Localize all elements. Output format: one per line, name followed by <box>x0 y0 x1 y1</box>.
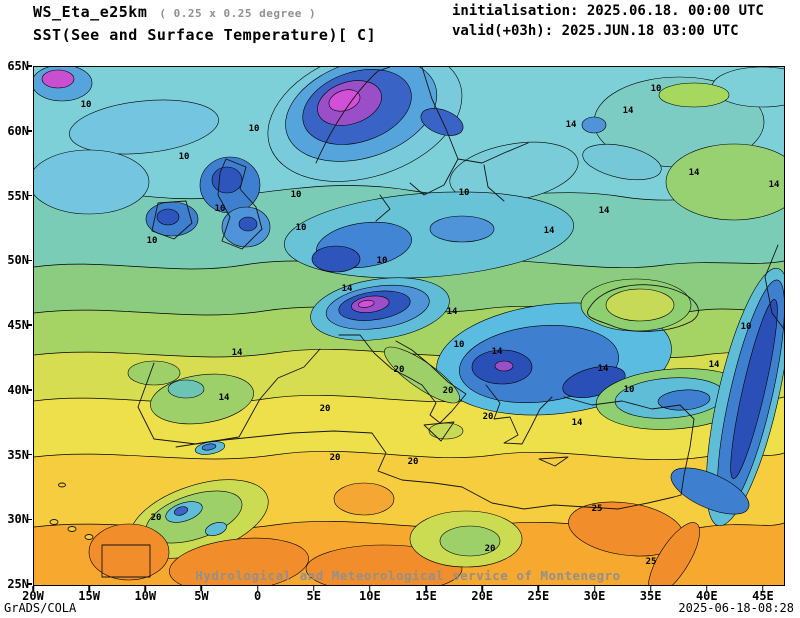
y-tick-label: 55N <box>7 188 29 203</box>
contour-label: 20 <box>151 513 162 523</box>
y-tick-mark <box>27 130 32 132</box>
contour-label: 14 <box>689 168 700 178</box>
y-tick-mark <box>27 389 32 391</box>
x-tick-label: 10W <box>134 589 157 603</box>
x-tick-label: 15E <box>415 589 437 603</box>
header-right: initialisation: 2025.06.18. 00:00 UTC va… <box>452 3 764 43</box>
x-tick-mark <box>762 585 764 591</box>
x-tick-label: 0 <box>253 589 262 603</box>
y-tick-label: 45N <box>7 318 29 332</box>
contour-label: 10 <box>291 190 302 200</box>
contour-label: 14 <box>219 393 230 403</box>
contour-label: 10 <box>249 124 260 134</box>
x-tick-mark <box>481 585 483 591</box>
coastlines <box>49 67 784 578</box>
contour-label: 25 <box>592 504 603 514</box>
y-tick-label: 35N <box>7 447 29 462</box>
x-tick-mark <box>425 585 427 591</box>
contour-label: 14 <box>599 206 610 216</box>
y-tick-mark <box>27 324 32 326</box>
y-tick-label: 25N <box>7 577 29 591</box>
contour-label: 20 <box>485 544 496 554</box>
x-tick-label: 20E <box>471 589 494 603</box>
contour-labels: 10 10 10 10 10 10 10 10 10 10 14 14 14 14 14 14 14 14 14 14… <box>81 84 780 567</box>
x-tick-mark <box>200 585 203 591</box>
x-tick-mark <box>593 585 596 591</box>
contour-label: 20 <box>320 404 331 414</box>
contour-label: 20 <box>443 386 454 396</box>
contour-label: 14 <box>566 120 577 130</box>
contour-label: 14 <box>492 347 503 357</box>
contour-label: 10 <box>459 188 470 198</box>
contour-label: 10 <box>741 322 752 332</box>
y-tick-mark <box>27 518 32 520</box>
x-tick-label: 5E <box>306 589 321 603</box>
variable-title: SST(See and Surface Temperature)[ C] <box>33 26 377 44</box>
contour-label: 10 <box>454 340 465 350</box>
x-tick-label: 40E <box>695 589 718 603</box>
contour-label: 20 <box>408 457 419 467</box>
x-tick-label: 10E <box>359 589 381 603</box>
x-tick-label: 45E <box>752 589 774 603</box>
contour-label: 10 <box>179 152 190 162</box>
contour-label: 10 <box>147 236 158 246</box>
temperature-field <box>34 67 784 585</box>
model-name: WS_Eta_e25km <box>33 3 148 21</box>
contour-label: 10 <box>377 256 388 266</box>
contour-label: 14 <box>623 106 634 116</box>
contour-label: 10 <box>215 204 226 214</box>
y-tick-label: 50N <box>7 253 29 268</box>
initialisation-time: initialisation: 2025.06.18. 00:00 UTC <box>452 3 764 19</box>
x-tick-mark <box>537 585 540 591</box>
map-plot: 10 10 10 10 10 10 10 10 10 10 14 14 14 14 14 14 14 14 14 14… <box>33 66 785 586</box>
x-tick-mark <box>144 585 147 591</box>
x-tick-label: 30E <box>583 589 606 603</box>
model-resolution: ( 0.25 x 0.25 degree ) <box>159 7 317 20</box>
contour-label: 10 <box>81 100 92 110</box>
grads-credit: GrADS/COLA <box>4 601 77 615</box>
contour-label: 14 <box>572 418 583 428</box>
contour-label: 14 <box>447 307 458 317</box>
header-left: WS_Eta_e25km ( 0.25 x 0.25 degree ) SST(… <box>33 3 376 44</box>
y-tick-label: 40N <box>7 382 29 397</box>
temperature-map: 10 10 10 10 10 10 10 10 10 10 14 14 14 14 14 14 14 14 14 14… <box>34 67 784 585</box>
y-tick-mark <box>27 453 32 456</box>
y-tick-mark <box>27 259 32 261</box>
contour-label: 20 <box>483 412 494 422</box>
x-tick-label: 35E <box>639 589 662 603</box>
contour-label: 10 <box>624 385 635 395</box>
y-tick-label: 30N <box>7 512 29 527</box>
contour-label: 25 <box>646 557 657 567</box>
x-tick-label: 25E <box>527 589 550 603</box>
creation-timestamp: 2025-06-18-08:28 <box>678 601 794 615</box>
x-tick-mark <box>369 585 371 591</box>
y-tick-label: 65N <box>7 59 29 73</box>
contour-label: 14 <box>342 284 353 294</box>
y-tick-mark <box>27 194 32 197</box>
contour-label: 14 <box>232 348 243 358</box>
contour-label: 20 <box>394 365 405 375</box>
contour-label: 14 <box>709 360 720 370</box>
y-tick-mark <box>27 65 32 67</box>
x-tick-label: 20W <box>22 589 44 603</box>
x-tick-mark <box>32 585 34 591</box>
x-tick-mark <box>706 585 708 591</box>
contour-label: 14 <box>769 180 780 190</box>
x-tick-mark <box>88 585 90 591</box>
x-tick-mark <box>313 585 315 591</box>
y-tick-mark <box>27 583 32 585</box>
valid-time: valid(+03h): 2025.JUN.18 03:00 UTC <box>452 23 739 39</box>
x-tick-mark <box>256 585 259 591</box>
x-tick-label: 15W <box>78 589 100 603</box>
contour-label: 14 <box>598 364 609 374</box>
contour-label: 14 <box>544 226 555 236</box>
x-tick-mark <box>649 585 652 591</box>
x-tick-label: 5W <box>194 589 209 603</box>
contour-label: 10 <box>296 223 307 233</box>
contour-label: 10 <box>651 84 662 94</box>
contour-label: 20 <box>330 453 341 463</box>
y-tick-label: 60N <box>7 123 29 138</box>
